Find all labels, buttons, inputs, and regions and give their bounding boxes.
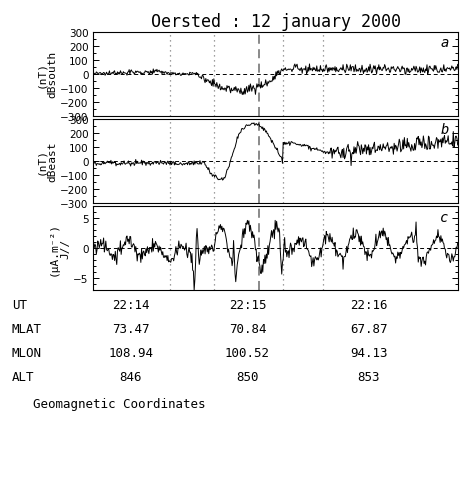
Text: 846: 846: [120, 370, 142, 383]
Text: 22:14: 22:14: [112, 298, 149, 311]
Text: 67.87: 67.87: [350, 322, 388, 335]
Text: b: b: [440, 123, 448, 137]
Text: c: c: [440, 210, 448, 224]
Text: 100.52: 100.52: [225, 346, 270, 359]
Y-axis label: (μA.m⁻²)
J//: (μA.m⁻²) J//: [49, 222, 71, 276]
Text: 94.13: 94.13: [350, 346, 388, 359]
Text: MLAT: MLAT: [12, 322, 42, 335]
Text: MLON: MLON: [12, 346, 42, 359]
Text: a: a: [440, 36, 448, 50]
Y-axis label: (nT)
dBsouth: (nT) dBsouth: [36, 51, 57, 98]
Text: 108.94: 108.94: [108, 346, 153, 359]
Text: UT: UT: [12, 298, 27, 311]
Text: 70.84: 70.84: [229, 322, 266, 335]
Text: 850: 850: [236, 370, 259, 383]
Text: 22:16: 22:16: [350, 298, 388, 311]
Text: ALT: ALT: [12, 370, 34, 383]
Text: 22:15: 22:15: [229, 298, 266, 311]
Text: 853: 853: [358, 370, 380, 383]
Text: Geomagnetic Coordinates: Geomagnetic Coordinates: [33, 397, 205, 410]
Y-axis label: (nT)
dBeast: (nT) dBeast: [36, 141, 57, 182]
Text: 73.47: 73.47: [112, 322, 149, 335]
Text: Oersted : 12 january 2000: Oersted : 12 january 2000: [150, 13, 401, 31]
